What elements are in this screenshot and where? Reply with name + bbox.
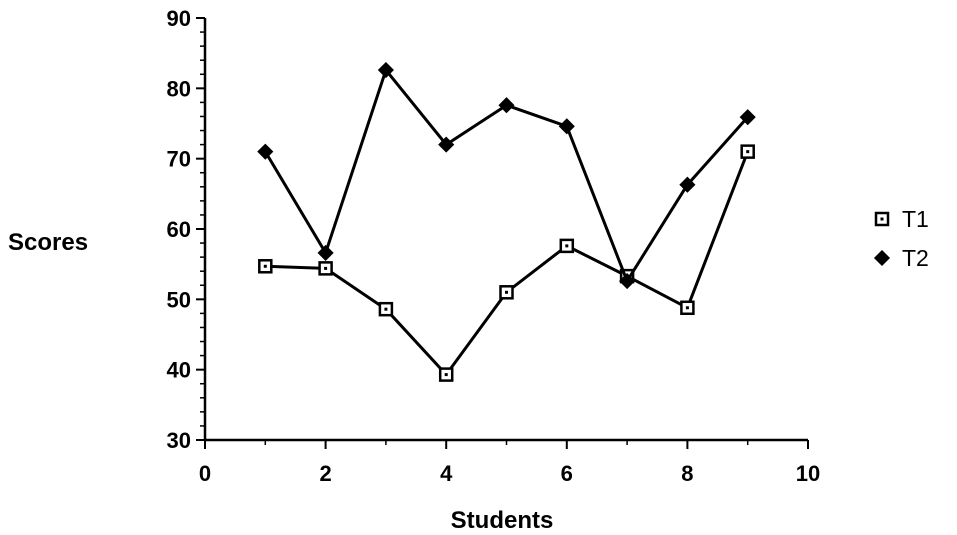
series-layer: [257, 61, 756, 382]
x-tick-label: 2: [319, 461, 331, 486]
x-axis-title: Students: [451, 507, 554, 534]
data-point-T2: [317, 244, 334, 261]
data-point-T1-center: [384, 307, 388, 311]
data-point-T2: [377, 61, 394, 79]
y-tick-label: 80: [167, 76, 191, 101]
data-point-T2: [558, 118, 575, 135]
data-point-T2: [679, 176, 696, 193]
y-axis-title: Scores: [8, 229, 88, 256]
x-tick-label: 4: [440, 461, 453, 486]
y-tick-label: 90: [167, 6, 191, 31]
y-tick-label: 50: [167, 287, 191, 312]
data-point-T1-center: [444, 373, 448, 377]
x-tick-label: 8: [681, 461, 693, 486]
data-point-T1-center: [685, 306, 689, 310]
data-point-T2: [257, 143, 274, 160]
data-point-T1-center: [505, 290, 508, 294]
y-tick-label: 70: [167, 147, 191, 172]
data-point-T2: [438, 136, 455, 153]
data-point-T2: [619, 272, 636, 290]
x-tick-label: 10: [796, 461, 820, 486]
y-tick-label: 40: [167, 358, 191, 383]
x-tick-label: 0: [199, 461, 211, 486]
legend-marker-T2: [873, 249, 891, 267]
data-point-T1-center: [324, 266, 328, 270]
axes: [196, 17, 809, 449]
y-tick-label: 60: [167, 217, 191, 242]
data-point-T1-center: [746, 150, 750, 154]
data-point-T1-center: [565, 244, 569, 248]
legend-marker-T1-center: [880, 217, 884, 221]
legend-item-T1: T1: [874, 206, 929, 232]
legend-label-T1: T1: [902, 206, 929, 232]
series-T1: [258, 144, 755, 382]
data-point-T2: [498, 97, 515, 114]
legend-label-T2: T2: [902, 245, 929, 271]
y-tick-label: 30: [167, 428, 191, 453]
legend-item-T2: T2: [873, 245, 929, 271]
data-point-T2: [739, 109, 756, 126]
series-line-T1: [265, 151, 750, 377]
legend: T1 T2: [873, 206, 929, 271]
data-point-T1-center: [263, 264, 267, 268]
series-T2: [257, 61, 756, 290]
tick-labels: 30 40 50 60 70 80 90 0 2 4 6 8 10: [167, 6, 821, 486]
x-tick-label: 6: [561, 461, 573, 486]
